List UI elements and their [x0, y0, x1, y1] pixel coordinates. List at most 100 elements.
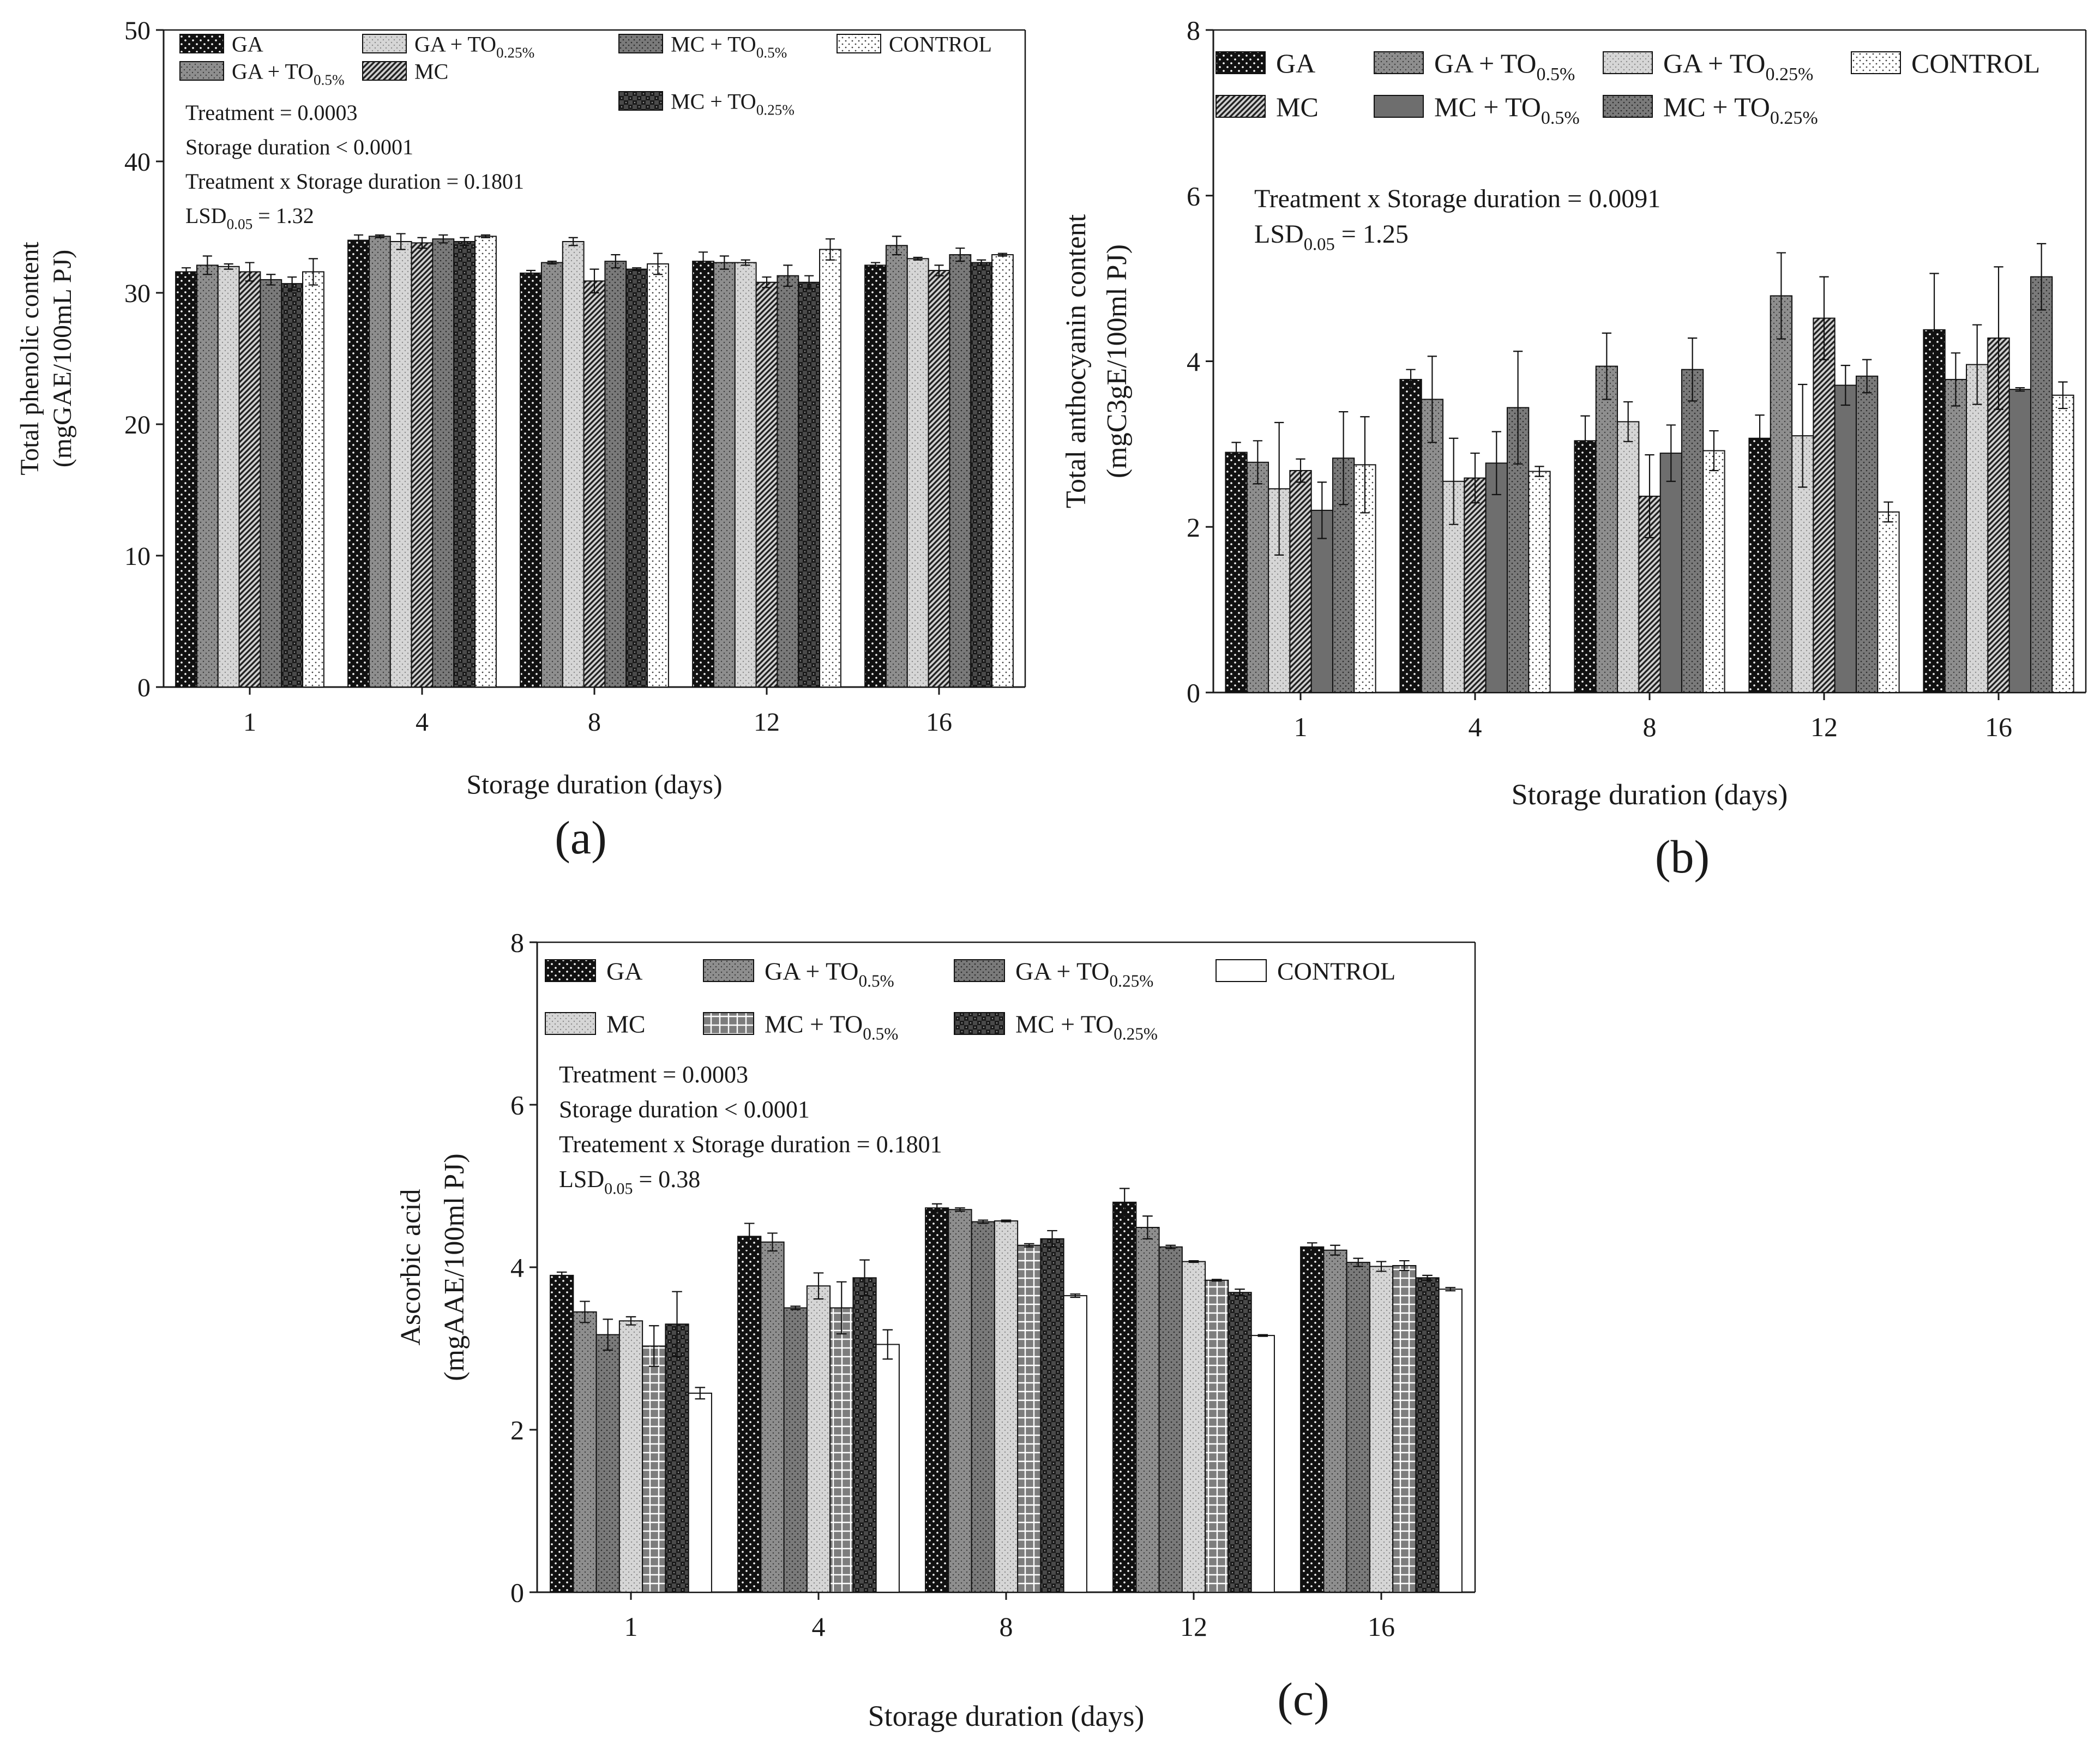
x-tick-label: 16 — [926, 708, 952, 737]
y-axis-title-line2: (mgAAE/100ml PJ) — [439, 1153, 470, 1381]
legend-swatch — [545, 959, 596, 982]
bar — [1135, 1226, 1160, 1593]
y-axis-title-line1: Total phenolic content — [15, 242, 44, 475]
stats-line-main: LSD — [559, 1166, 604, 1193]
legend-label-main: MC — [606, 1010, 646, 1038]
stats-line: LSD0.05 = 0.38 — [559, 1166, 700, 1197]
bar — [777, 275, 799, 688]
bar — [875, 1344, 900, 1593]
legend-swatch — [1851, 51, 1901, 74]
stats-line-main: Treatment = 0.0003 — [185, 100, 358, 125]
legend-label: MC — [1276, 92, 1319, 122]
legend-label: MC — [606, 1010, 646, 1038]
y-tick-label: 8 — [510, 928, 524, 958]
y-tick-label: 40 — [124, 148, 151, 177]
bar — [2008, 389, 2031, 693]
x-tick-label: 12 — [1180, 1611, 1207, 1642]
y-tick-label: 4 — [1187, 346, 1200, 377]
y-axis-title-line1: Ascorbic acid — [395, 1189, 426, 1345]
legend-swatch — [179, 61, 224, 81]
bar — [806, 1285, 831, 1593]
bar — [604, 261, 627, 688]
x-tick-label: 8 — [1000, 1611, 1013, 1642]
legend-swatch — [703, 959, 754, 982]
legend-label-main: MC + TO — [1015, 1010, 1114, 1038]
legend-swatch — [1603, 51, 1653, 74]
stats-line-sub: 0.05 — [1304, 234, 1335, 254]
bar — [885, 245, 908, 688]
x-tick-label: 8 — [588, 708, 601, 737]
y-tick-label: 50 — [124, 16, 151, 45]
bar — [217, 266, 240, 688]
bar — [1112, 1201, 1137, 1593]
legend-label-main: GA — [232, 32, 263, 56]
bar — [281, 283, 304, 688]
stats-line-sub: 0.05 — [227, 216, 253, 232]
legend-label: GA + TO0.5% — [1434, 48, 1575, 85]
stats-line-main: Storage duration < 0.0001 — [185, 135, 413, 159]
bar — [595, 1334, 620, 1593]
bar — [1369, 1266, 1394, 1593]
y-tick-label: 20 — [124, 411, 151, 439]
y-tick-label: 4 — [510, 1253, 524, 1283]
legend-label-main: CONTROL — [1911, 48, 2040, 79]
stats-line-main: Storage duration < 0.0001 — [559, 1096, 810, 1123]
bar — [1323, 1249, 1347, 1593]
legend-swatch — [1216, 959, 1267, 982]
bar — [1923, 329, 1946, 693]
legend-label-sub: 0.25% — [1114, 1024, 1158, 1043]
legend-swatch — [1374, 51, 1424, 74]
bar — [1617, 421, 1640, 694]
legend-label: GA + TO0.25% — [1015, 958, 1153, 991]
legend-swatch — [1603, 95, 1653, 118]
stats-line-main: LSD — [185, 203, 227, 228]
legend-swatch — [1374, 95, 1424, 118]
x-axis-title: Storage duration (days) — [868, 1700, 1145, 1732]
x-tick-label: 4 — [1469, 712, 1482, 742]
bar — [1659, 453, 1682, 693]
legend-swatch — [362, 61, 407, 81]
bar — [1702, 450, 1725, 694]
bar — [520, 272, 542, 688]
stats-line: Storage duration < 0.0001 — [559, 1096, 810, 1123]
legend-label-sub: 0.5% — [756, 45, 787, 61]
legend-swatch — [954, 1012, 1005, 1035]
legend-label-main: GA — [1276, 48, 1315, 79]
bar — [692, 261, 714, 688]
legend-label: MC + TO0.5% — [671, 32, 787, 61]
bar — [1748, 437, 1771, 694]
stats-line: LSD0.05 = 1.25 — [1254, 220, 1409, 254]
x-tick-label: 8 — [1643, 712, 1657, 742]
bar — [1813, 317, 1836, 693]
bar — [971, 1221, 995, 1593]
y-axis-title-line1: Total anthocyanin content — [1061, 214, 1092, 508]
bar — [1770, 295, 1793, 693]
panel-label: (b) — [1655, 830, 1710, 883]
x-tick-label: 1 — [243, 708, 256, 737]
bar — [175, 271, 197, 688]
stats-line-sub: 0.05 — [604, 1179, 633, 1197]
y-tick-label: 0 — [510, 1578, 524, 1608]
bar — [573, 1311, 597, 1593]
legend-label-sub: 0.5% — [1541, 108, 1580, 128]
legend-label: GA + TO0.5% — [232, 59, 345, 88]
legend-label-main: MC + TO — [765, 1010, 863, 1038]
bar — [368, 236, 391, 688]
legend-label-main: MC + TO — [671, 89, 756, 113]
bar — [1246, 461, 1269, 693]
x-tick-label: 1 — [624, 1611, 638, 1642]
y-tick-label: 8 — [1187, 15, 1200, 46]
legend-swatch — [703, 1012, 754, 1035]
y-tick-label: 2 — [1187, 512, 1200, 543]
bar — [1574, 440, 1597, 693]
legend-label: GA — [232, 32, 263, 56]
y-axis-title-line2: (mgGAE/100mL PJ) — [48, 250, 77, 468]
bar — [1392, 1265, 1417, 1593]
bar — [948, 1209, 972, 1593]
y-tick-label: 2 — [510, 1415, 524, 1446]
legend-label-main: GA + TO — [232, 59, 314, 83]
bar — [1464, 477, 1487, 693]
stats-line-main: Treatment x Storage duration = 0.0091 — [1254, 184, 1660, 213]
x-axis-title: Storage duration (days) — [1512, 778, 1788, 811]
bar — [625, 268, 648, 688]
